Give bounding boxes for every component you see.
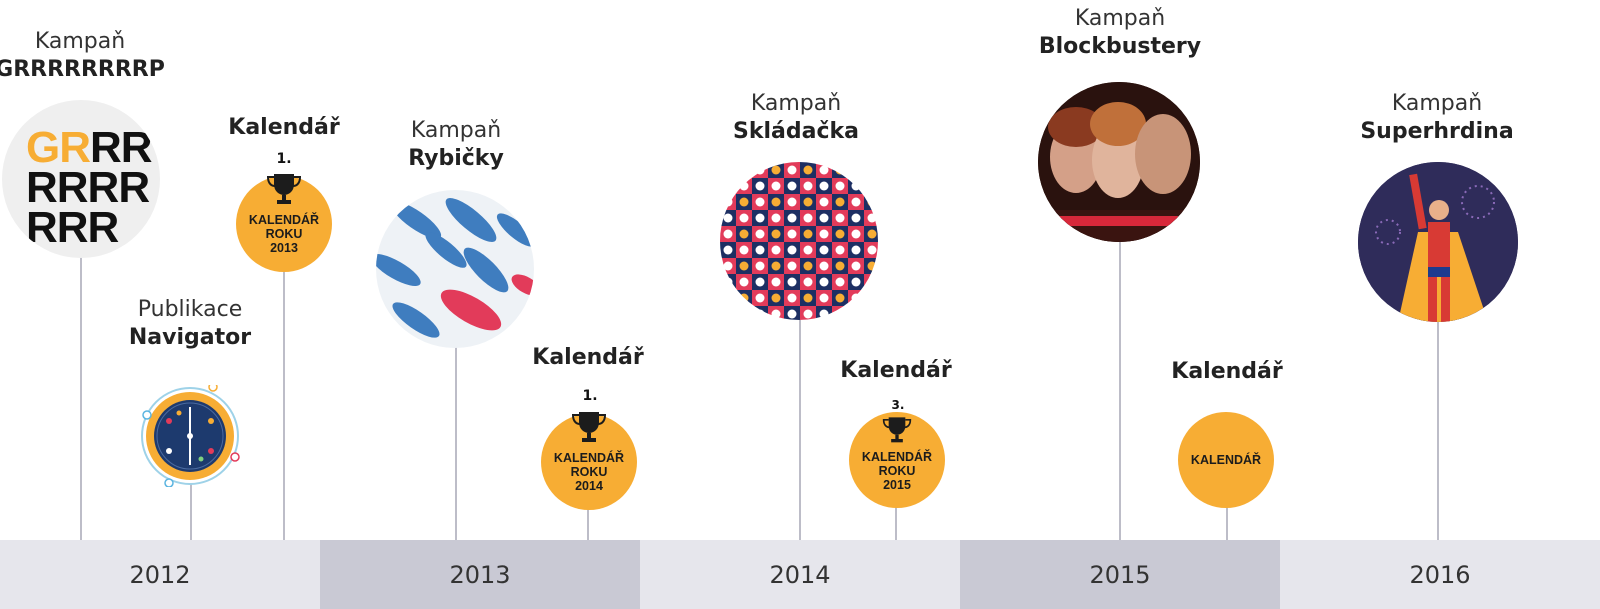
timeline-label-skladacka: Kampaň Skládačka — [686, 90, 906, 146]
trophy-icon — [571, 412, 607, 442]
year-2015[interactable]: 2015 — [960, 540, 1280, 609]
label-prefix: Kampaň — [1074, 6, 1166, 31]
calendar-award-badge-2013[interactable]: KALENDÁŘ ROKU 2013 — [236, 174, 332, 272]
superhero-image — [1358, 162, 1518, 322]
year-2014[interactable]: 2014 — [640, 540, 960, 609]
superhrdina-campaign-image[interactable] — [1358, 162, 1518, 322]
label-name: Kalendář — [1171, 359, 1283, 384]
timeline-label-grrrp: Kampaň GRRRRRRRRP — [0, 28, 190, 84]
label-name: Blockbustery — [1038, 34, 1202, 59]
timeline-stem — [895, 505, 897, 540]
timeline-label-kalendar: Kalendář — [1117, 358, 1337, 386]
badge-rank: 3. — [891, 398, 905, 412]
timeline-stem — [80, 255, 82, 540]
label-name: Kalendář — [840, 358, 952, 383]
label-name: Superhrdina — [1360, 119, 1514, 144]
timeline-stem — [1437, 310, 1439, 540]
label-name: Rybičky — [408, 146, 504, 171]
timeline-label-kalendar-2013: Kalendář — [174, 114, 394, 142]
timeline-stem — [283, 268, 285, 540]
badge-rank: 1. — [276, 151, 292, 167]
timeline-label-rybicky: Kampaň Rybičky — [346, 117, 566, 173]
label-prefix: Kampaň — [34, 29, 126, 54]
puzzle-pattern-image — [720, 162, 878, 320]
calendar-badge[interactable]: KALENDÁŘ — [1178, 412, 1274, 508]
fish-pattern-image — [376, 198, 534, 338]
navigator-publication-image[interactable] — [139, 367, 241, 488]
timeline-stem — [799, 310, 801, 540]
trophy-icon — [266, 174, 302, 204]
grrrp-campaign-image[interactable]: GRRR RRRR RRR — [2, 100, 160, 258]
timeline-stem — [587, 505, 589, 540]
timeline-label-navigator: Publikace Navigator — [80, 296, 300, 352]
timeline-stem — [190, 478, 192, 540]
label-prefix: Kampaň — [410, 118, 502, 143]
blockbustery-campaign-image[interactable] — [1038, 82, 1200, 242]
label-name: Navigator — [128, 325, 252, 350]
label-prefix: Kampaň — [1391, 91, 1483, 116]
compass-icon — [141, 367, 240, 488]
timeline-stem — [1119, 235, 1121, 540]
badge-rank: 1. — [582, 388, 598, 404]
label-name: Skládačka — [733, 119, 859, 144]
timeline-stem — [455, 340, 457, 540]
timeline-label-kalendar-2014: Kalendář — [478, 344, 698, 372]
label-name: Kalendář — [532, 345, 644, 370]
label-prefix: Publikace — [137, 297, 243, 322]
year-2013[interactable]: 2013 — [320, 540, 640, 609]
timeline-label-kalendar-2015: Kalendář — [786, 357, 1006, 385]
year-2012[interactable]: 2012 — [0, 540, 320, 609]
skladacka-campaign-image[interactable] — [720, 162, 878, 320]
timeline-stem — [1226, 505, 1228, 540]
year-axis: 2012 2013 2014 2015 2016 — [0, 540, 1600, 609]
timeline-label-superhrdina: Kampaň Superhrdina — [1327, 90, 1547, 146]
label-name: GRRRRRRRRP — [0, 57, 165, 82]
year-2016[interactable]: 2016 — [1280, 540, 1600, 609]
badge-text: KALENDÁŘ ROKU 2014 — [553, 451, 625, 493]
rybicky-campaign-image[interactable] — [376, 190, 534, 348]
badge-text: KALENDÁŘ — [1190, 453, 1262, 467]
label-prefix: Kampaň — [750, 91, 842, 116]
grrrp-art: GRRR RRRR RRR — [26, 123, 153, 252]
timeline-label-blockbustery: Kampaň Blockbustery — [1010, 5, 1230, 61]
badge-text: KALENDÁŘ ROKU 2013 — [248, 213, 320, 255]
label-name: Kalendář — [228, 115, 340, 140]
calendar-award-badge-2015[interactable]: KALENDÁŘ ROKU 2015 — [849, 412, 945, 508]
calendar-award-badge-2014[interactable]: KALENDÁŘ ROKU 2014 — [541, 412, 637, 510]
badge-text: KALENDÁŘ ROKU 2015 — [861, 450, 933, 492]
movie-poster-image — [1038, 82, 1200, 242]
trophy-icon — [882, 417, 912, 443]
